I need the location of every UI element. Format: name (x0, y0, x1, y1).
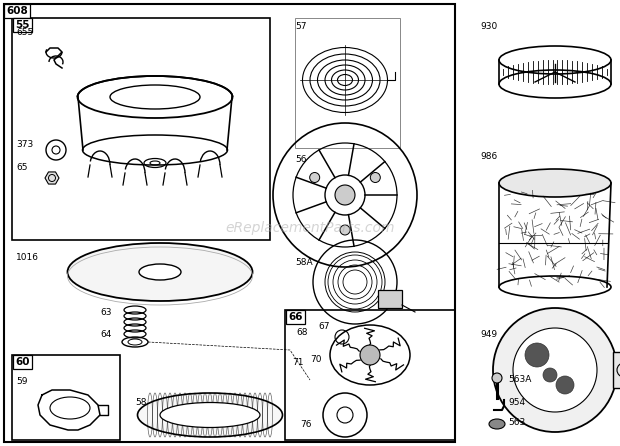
Text: 60: 60 (15, 357, 30, 367)
Bar (613, 352, 620, 388)
Circle shape (513, 328, 597, 412)
Text: 930: 930 (480, 22, 497, 31)
Ellipse shape (489, 419, 505, 429)
Circle shape (525, 343, 549, 367)
Circle shape (493, 308, 617, 432)
Text: eReplacementParts.com: eReplacementParts.com (225, 221, 395, 235)
Circle shape (309, 173, 320, 182)
Text: 71: 71 (292, 358, 304, 367)
Text: 65: 65 (16, 163, 27, 172)
Text: 68: 68 (296, 328, 308, 337)
Circle shape (556, 376, 574, 394)
Circle shape (340, 225, 350, 235)
Text: 986: 986 (480, 152, 497, 161)
Circle shape (370, 173, 380, 182)
Circle shape (492, 373, 502, 383)
Circle shape (543, 368, 557, 382)
Text: 58: 58 (135, 398, 146, 407)
Text: 64: 64 (100, 330, 112, 339)
Text: 954: 954 (508, 398, 525, 407)
Text: 66: 66 (288, 312, 303, 322)
Ellipse shape (139, 264, 181, 280)
Circle shape (335, 185, 355, 205)
Text: 76: 76 (300, 420, 311, 429)
Circle shape (360, 345, 380, 365)
Text: 655: 655 (16, 28, 33, 37)
Text: 58A: 58A (295, 258, 312, 267)
Text: 373: 373 (16, 140, 33, 149)
Text: 1016: 1016 (16, 253, 39, 262)
Ellipse shape (138, 393, 283, 437)
Text: 70: 70 (310, 355, 322, 364)
Text: 608: 608 (6, 6, 28, 16)
Text: 55: 55 (15, 20, 30, 30)
Text: 563A: 563A (508, 375, 531, 384)
Ellipse shape (499, 169, 611, 197)
Text: 949: 949 (480, 330, 497, 339)
Text: 63: 63 (100, 308, 112, 317)
Text: 563: 563 (508, 418, 525, 427)
Ellipse shape (68, 243, 252, 301)
Text: 56: 56 (295, 155, 306, 164)
Ellipse shape (160, 402, 260, 428)
Bar (378, 290, 402, 308)
Text: 57: 57 (295, 22, 306, 31)
Text: 67: 67 (318, 322, 329, 331)
Text: 59: 59 (16, 377, 27, 386)
Polygon shape (45, 172, 59, 184)
